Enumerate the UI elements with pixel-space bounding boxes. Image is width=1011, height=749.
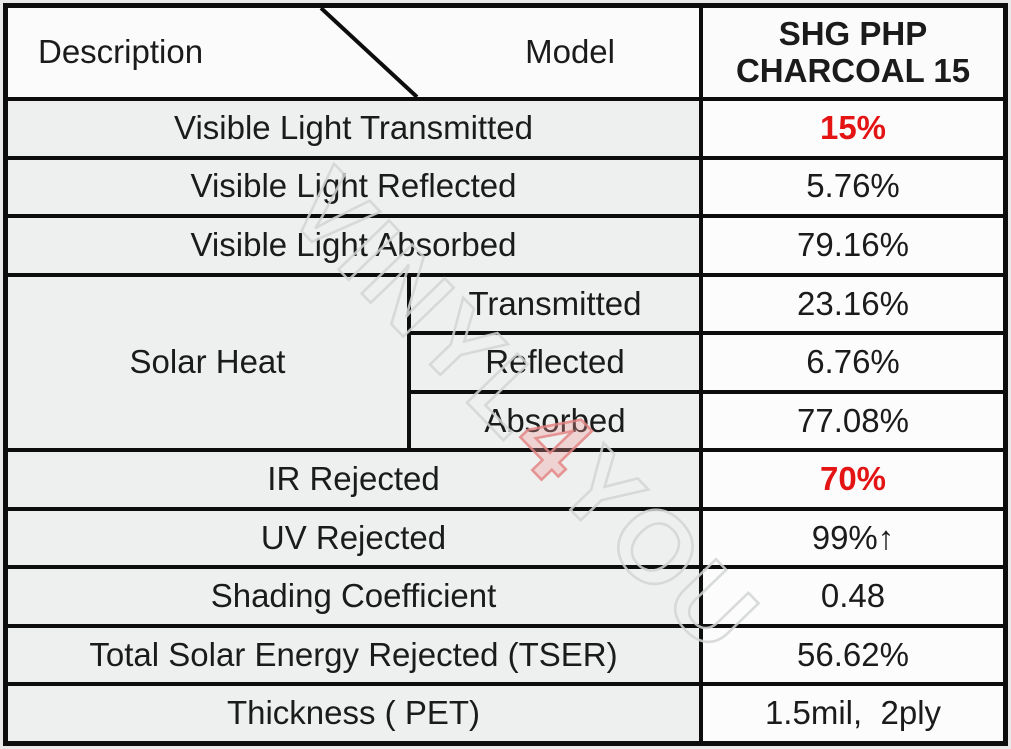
thickness-value: 1.5mil, 2ply	[703, 686, 1003, 741]
ir-rejected-value: 70%	[703, 452, 1003, 507]
tser-label: Total Solar Energy Rejected (TSER)	[8, 627, 699, 683]
model-name-line1: SHG PHP	[778, 14, 928, 52]
visible-light-reflected-label: Visible Light Reflected	[8, 159, 699, 215]
model-name-line2: CHARCOAL 15	[735, 51, 971, 89]
spec-table: Description Model SHG PHP CHARCOAL 15 Vi…	[3, 3, 1008, 746]
solar-heat-label: Solar Heat	[8, 276, 407, 449]
shading-coefficient-value: 0.48	[703, 569, 1003, 624]
solar-heat-reflected-label: Reflected	[411, 335, 699, 390]
visible-light-transmitted-value: 15%	[703, 101, 1003, 156]
solar-heat-absorbed-label: Absorbed	[411, 393, 699, 449]
thickness-label: Thickness ( PET)	[8, 686, 699, 741]
uv-rejected-value: 99%↑	[703, 510, 1003, 566]
visible-light-absorbed-value: 79.16%	[703, 218, 1003, 273]
uv-rejected-label: UV Rejected	[8, 510, 699, 566]
visible-light-transmitted-label: Visible Light Transmitted	[8, 101, 699, 156]
header-description-model-cell: Description Model	[8, 8, 699, 97]
description-header-label: Description	[38, 33, 204, 71]
visible-light-absorbed-label: Visible Light Absorbed	[8, 218, 699, 273]
tser-value: 56.62%	[703, 627, 1003, 683]
model-name-cell: SHG PHP CHARCOAL 15	[703, 8, 1003, 97]
model-header-label: Model	[525, 33, 615, 71]
solar-heat-transmitted-label: Transmitted	[411, 276, 699, 332]
shading-coefficient-label: Shading Coefficient	[8, 569, 699, 624]
solar-heat-absorbed-value: 77.08%	[703, 393, 1003, 449]
visible-light-reflected-value: 5.76%	[703, 159, 1003, 215]
solar-heat-transmitted-value: 23.16%	[703, 276, 1003, 332]
solar-heat-reflected-value: 6.76%	[703, 335, 1003, 390]
ir-rejected-label: IR Rejected	[8, 452, 699, 507]
